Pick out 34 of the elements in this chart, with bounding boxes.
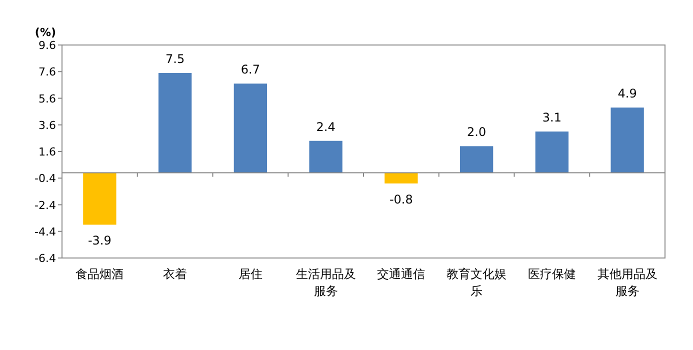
data-label: 2.0 xyxy=(467,125,486,140)
x-tick-label: 食品烟酒 xyxy=(76,267,124,281)
data-label: -3.9 xyxy=(88,234,112,248)
x-tick-label: 教育文化娱乐 xyxy=(446,267,507,298)
bar xyxy=(610,108,644,173)
y-tick-label: -2.4 xyxy=(34,198,56,212)
x-tick-label: 交通通信 xyxy=(377,267,426,281)
y-tick-label: -6.4 xyxy=(34,252,56,265)
bar xyxy=(158,72,192,173)
y-tick-label: 7.6 xyxy=(38,66,56,79)
bar xyxy=(535,132,569,173)
y-tick-label: 9.6 xyxy=(38,39,56,52)
x-tick-label: 生活用品及服务 xyxy=(296,267,356,298)
y-tick-label: -4.4 xyxy=(34,225,56,238)
data-label: 2.4 xyxy=(316,120,336,134)
y-tick-label: 5.6 xyxy=(38,92,56,106)
bar xyxy=(309,140,342,173)
data-label: 4.9 xyxy=(618,86,637,101)
data-label: 3.1 xyxy=(542,110,562,125)
y-tick-label: -0.4 xyxy=(34,172,56,186)
y-tick-label: 1.6 xyxy=(38,146,56,158)
bar xyxy=(83,172,116,225)
y-axis-title: (%) xyxy=(34,26,56,39)
bar xyxy=(460,146,494,173)
data-label: -0.8 xyxy=(389,192,413,206)
y-tick-label: 3.6 xyxy=(38,118,56,132)
data-label: 7.5 xyxy=(166,52,185,66)
x-tick-label: 医疗保健 xyxy=(528,267,576,281)
bar xyxy=(234,84,268,173)
x-tick-label: 衣着 xyxy=(163,267,188,281)
x-tick-label: 居住 xyxy=(238,267,262,281)
bar xyxy=(384,172,418,184)
data-label: 6.7 xyxy=(240,62,260,77)
x-tick-label: 其他用品及服务 xyxy=(597,267,658,298)
